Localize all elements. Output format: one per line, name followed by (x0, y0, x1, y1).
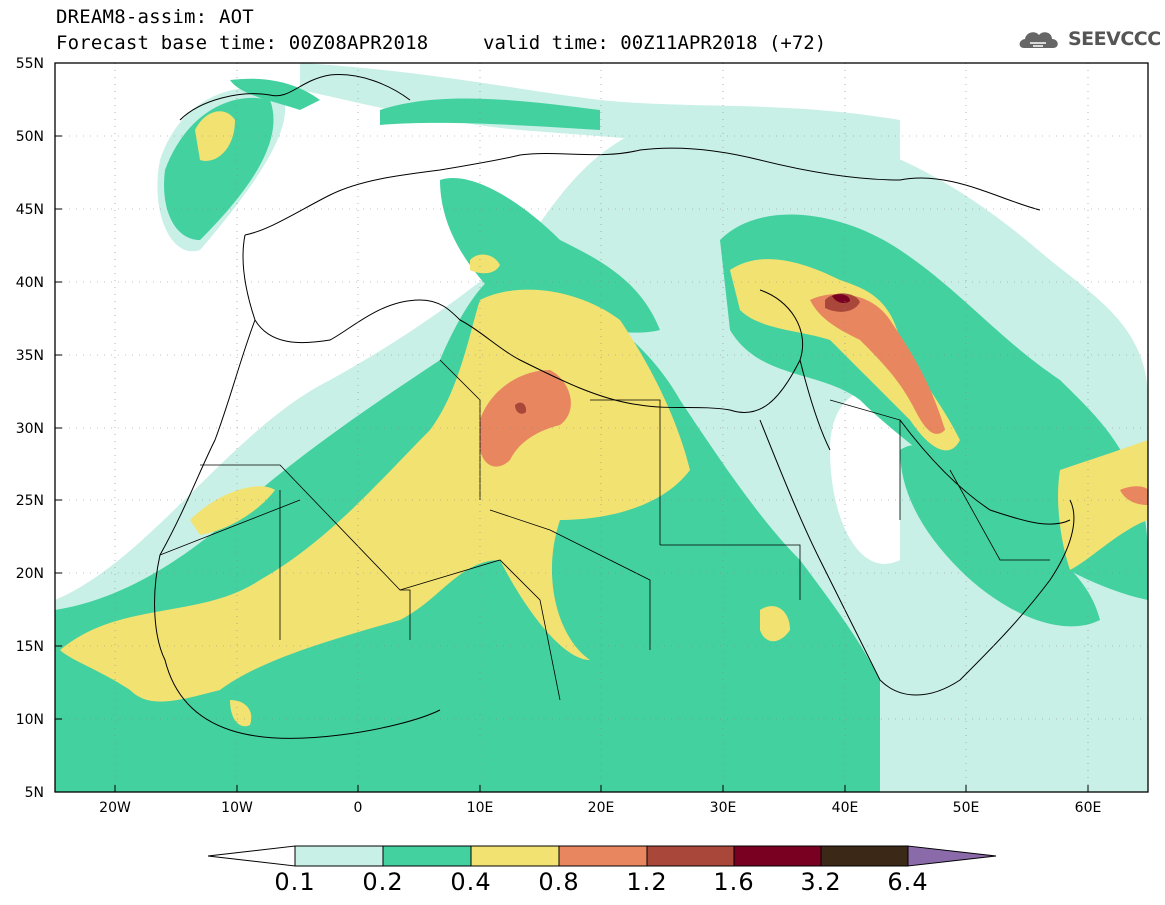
lat-label: 30N (16, 421, 44, 437)
colorbar-segment (820, 845, 909, 867)
lon-label: 40E (832, 800, 859, 816)
lat-label: 10N (16, 712, 44, 728)
lon-label: 10W (221, 800, 253, 816)
logo-text: SEEVCCC (1068, 28, 1161, 50)
colorbar-segment (294, 845, 384, 867)
axis-ticks (55, 62, 1089, 793)
lat-label: 50N (16, 129, 44, 145)
lat-label: 25N (16, 493, 44, 509)
colorbar-segment (733, 845, 822, 867)
colorbar-segment (207, 845, 296, 867)
colorbar-segment (646, 845, 735, 867)
lat-label: 35N (16, 348, 44, 364)
lon-label: 20E (588, 800, 615, 816)
colorbar-segment (558, 845, 648, 867)
base-time: Forecast base time: 00Z08APR2018 (56, 32, 429, 54)
lon-label: 20W (99, 800, 131, 816)
cloud-logo-icon (1019, 32, 1058, 48)
colorbar-label: 6.4 (887, 868, 929, 896)
colorbar-label: 0.8 (538, 868, 580, 896)
colorbar-segment (470, 845, 560, 867)
country-borders (159, 359, 1050, 701)
product-title: DREAM8-assim: AOT (56, 6, 254, 28)
coastlines (154, 74, 1075, 739)
lat-label: 55N (16, 56, 44, 72)
colorbar-segment (907, 845, 997, 867)
colorbar-label: 1.6 (713, 868, 755, 896)
colorbar-label: 0.4 (450, 868, 492, 896)
lon-label: 60E (1075, 800, 1102, 816)
lat-label: 45N (16, 202, 44, 218)
aot-field (55, 63, 1148, 792)
lat-label: 40N (16, 275, 44, 291)
latitude-labels: 55N 50N 45N 40N 35N 30N 25N 20N 15N 10N … (16, 56, 44, 801)
lon-label: 10E (467, 800, 494, 816)
lon-label: 0 (354, 800, 363, 816)
lon-label: 30E (710, 800, 737, 816)
colorbar-label: 0.1 (274, 868, 316, 896)
colorbar-label: 3.2 (800, 868, 842, 896)
longitude-labels: 20W 10W 0 10E 20E 30E 40E 50E 60E (99, 800, 1101, 816)
valid-time: valid time: 00Z11APR2018 (+72) (483, 32, 827, 54)
colorbar-label: 1.2 (626, 868, 668, 896)
colorbar-segment (382, 845, 472, 867)
colorbar-label: 0.2 (362, 868, 404, 896)
colorbar (207, 845, 997, 867)
lon-label: 50E (953, 800, 980, 816)
graticule (55, 63, 1148, 792)
lat-label: 20N (16, 566, 44, 582)
lat-label: 5N (25, 785, 44, 801)
lat-label: 15N (16, 639, 44, 655)
